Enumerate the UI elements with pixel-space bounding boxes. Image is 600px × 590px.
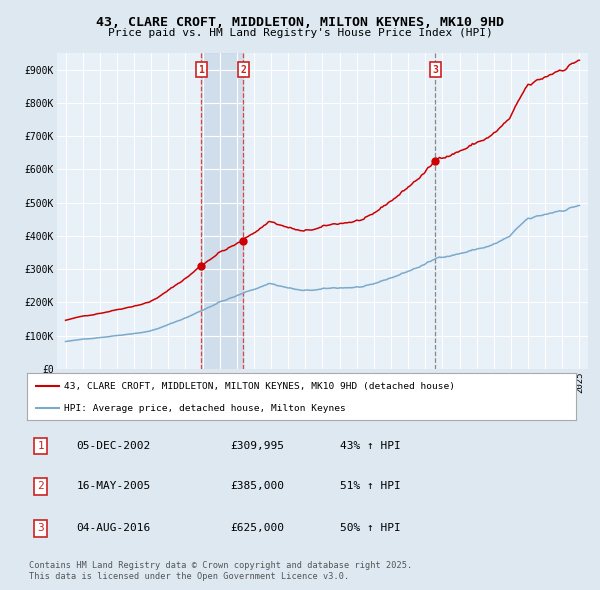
- Text: 50% ↑ HPI: 50% ↑ HPI: [340, 523, 401, 533]
- Text: 3: 3: [433, 65, 439, 75]
- Text: 2: 2: [240, 65, 246, 75]
- Text: 05-DEC-2002: 05-DEC-2002: [76, 441, 151, 451]
- Text: 2: 2: [37, 481, 44, 491]
- Text: 1: 1: [198, 65, 204, 75]
- Text: 3: 3: [37, 523, 44, 533]
- Text: £309,995: £309,995: [230, 441, 284, 451]
- Text: 43, CLARE CROFT, MIDDLETON, MILTON KEYNES, MK10 9HD: 43, CLARE CROFT, MIDDLETON, MILTON KEYNE…: [96, 16, 504, 29]
- Bar: [201, 53, 243, 369]
- Text: £625,000: £625,000: [230, 523, 284, 533]
- Text: HPI: Average price, detached house, Milton Keynes: HPI: Average price, detached house, Milt…: [64, 404, 346, 413]
- Text: 1: 1: [37, 441, 44, 451]
- Text: Contains HM Land Registry data © Crown copyright and database right 2025.
This d: Contains HM Land Registry data © Crown c…: [29, 562, 412, 581]
- Text: 04-AUG-2016: 04-AUG-2016: [76, 523, 151, 533]
- Text: 16-MAY-2005: 16-MAY-2005: [76, 481, 151, 491]
- Text: 51% ↑ HPI: 51% ↑ HPI: [340, 481, 401, 491]
- Text: £385,000: £385,000: [230, 481, 284, 491]
- Text: 43% ↑ HPI: 43% ↑ HPI: [340, 441, 401, 451]
- Text: Price paid vs. HM Land Registry's House Price Index (HPI): Price paid vs. HM Land Registry's House …: [107, 28, 493, 38]
- Text: 43, CLARE CROFT, MIDDLETON, MILTON KEYNES, MK10 9HD (detached house): 43, CLARE CROFT, MIDDLETON, MILTON KEYNE…: [64, 382, 455, 391]
